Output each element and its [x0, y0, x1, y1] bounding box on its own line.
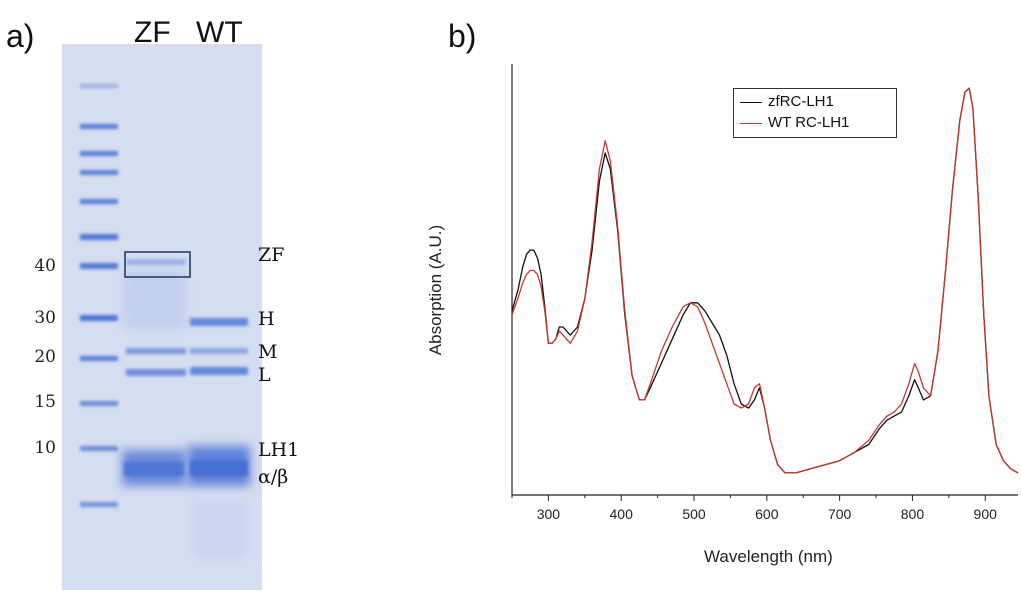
mw-marker-20: 20	[34, 347, 56, 367]
x-tick-label: 300	[537, 506, 561, 522]
wt-lane	[188, 318, 250, 560]
mw-marker-10: 10	[34, 438, 56, 458]
x-tick-label: 500	[682, 506, 706, 522]
band-label-zf: ZF	[258, 244, 285, 266]
x-tick-label: 600	[755, 506, 779, 522]
panel-b-label: b)	[448, 18, 477, 54]
x-tick-label: 900	[974, 506, 998, 522]
ladder-lane	[80, 84, 118, 507]
zf-band-box	[124, 251, 191, 278]
y-axis-title: Absorption (A.U.)	[426, 224, 445, 356]
x-tick-label: 400	[610, 506, 634, 522]
band-label-l: L	[258, 364, 271, 386]
band-label-m: M	[258, 341, 278, 363]
x-tick-label: 700	[828, 506, 852, 522]
mw-marker-40: 40	[34, 256, 56, 276]
x-tick-label: 800	[901, 506, 925, 522]
chart-legend: zfRC-LH1 WT RC-LH1	[733, 88, 897, 138]
lane-title-wt: WT	[196, 16, 243, 49]
mw-marker-30: 30	[34, 308, 56, 328]
sds-page-gel	[62, 44, 262, 590]
mw-marker-15: 15	[34, 392, 56, 412]
series-line-wt-rc-lh1	[511, 87, 1019, 474]
series-line-zfrc-lh1	[511, 87, 1019, 474]
legend-entry-wt-rc-lh1: WT RC-LH1	[734, 113, 894, 133]
legend-entry-zfrc-lh1: zfRC-LH1	[734, 92, 894, 112]
band-label-lh1: LH1	[258, 439, 300, 461]
legend-label-zfrc-lh1: zfRC-LH1	[768, 93, 834, 110]
band-label-h: H	[258, 308, 275, 330]
band-label-alpha-beta: α/β	[258, 466, 289, 488]
legend-swatch-wt-rc-lh1	[740, 123, 762, 124]
legend-swatch-zfrc-lh1	[740, 102, 762, 103]
lane-title-zf: ZF	[134, 16, 171, 49]
chart-axes	[511, 64, 1018, 496]
legend-label-wt-rc-lh1: WT RC-LH1	[768, 114, 850, 131]
x-axis-title: Wavelength (nm)	[704, 547, 833, 566]
zf-lane	[122, 259, 186, 486]
panel-a-label: a)	[6, 18, 35, 54]
